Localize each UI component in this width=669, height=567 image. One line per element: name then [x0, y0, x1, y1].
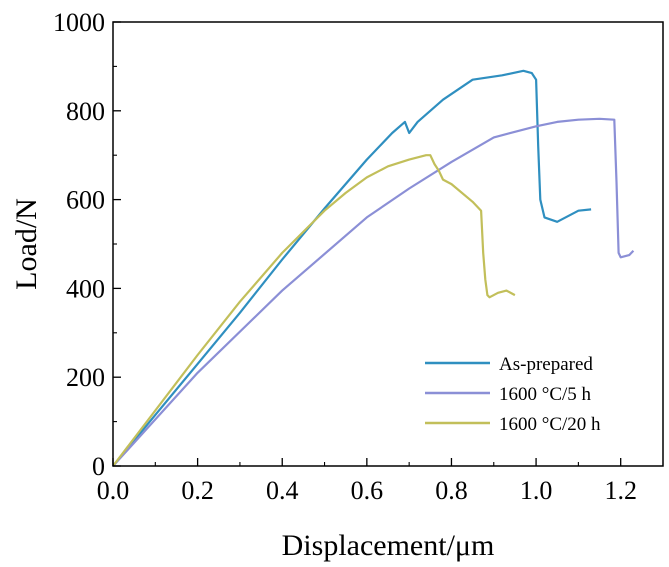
x-tick-label: 0.2 — [181, 476, 214, 505]
legend-label: As-prepared — [499, 354, 593, 375]
y-tick-label: 400 — [66, 274, 105, 303]
series-line-2 — [112, 117, 635, 467]
legend-label: 1600 °C/20 h — [499, 414, 601, 435]
y-tick-label: 800 — [66, 97, 105, 126]
y-tick-label: 1000 — [53, 8, 105, 37]
x-tick-label: 0.0 — [97, 476, 130, 505]
x-tick-label: 0.4 — [266, 476, 299, 505]
x-tick-label: 0.8 — [435, 476, 468, 505]
legend: As-prepared 1600 °C/5 h 1600 °C/20 h — [425, 354, 601, 435]
x-tick-label: 1.2 — [604, 476, 637, 505]
y-axis-title: Load/N — [10, 198, 43, 290]
y-axis: 0 200 400 600 800 1000 — [53, 8, 121, 481]
series-layer — [112, 69, 635, 467]
series-line-1 — [112, 69, 592, 467]
x-axis-title: Displacement/μm — [282, 529, 495, 562]
legend-label: 1600 °C/5 h — [499, 384, 592, 405]
y-tick-label: 600 — [66, 186, 105, 215]
x-tick-label: 0.6 — [351, 476, 384, 505]
y-tick-label: 0 — [92, 452, 105, 481]
series-line-3 — [112, 154, 516, 467]
x-tick-label: 1.0 — [520, 476, 553, 505]
x-axis: 0.0 0.2 0.4 0.6 0.8 1.0 1.2 — [97, 458, 637, 505]
y-tick-label: 200 — [66, 363, 105, 392]
